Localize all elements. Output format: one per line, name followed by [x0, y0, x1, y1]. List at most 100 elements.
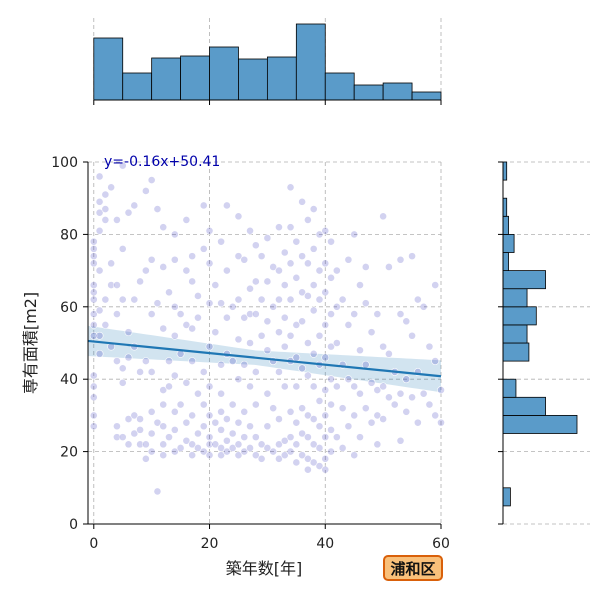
scatter-point	[286, 295, 295, 304]
scatter-point	[89, 244, 98, 253]
scatter-point	[182, 266, 191, 275]
scatter-point	[367, 378, 376, 387]
scatter-point	[396, 436, 405, 445]
scatter-point	[217, 299, 225, 308]
scatter-point	[95, 197, 104, 206]
scatter-point	[141, 440, 150, 449]
scatter-point	[101, 295, 110, 304]
scatter-point	[373, 386, 382, 394]
scatter-point	[350, 411, 359, 420]
scatter-point	[205, 451, 214, 460]
scatter-point	[147, 255, 156, 264]
scatter-point	[286, 223, 295, 232]
top-hist-bar	[209, 46, 239, 101]
scatter-point	[251, 310, 260, 318]
scatter-point	[211, 281, 220, 289]
scatter-point	[292, 418, 301, 427]
scatter-point	[361, 263, 370, 271]
top-hist-bar	[151, 57, 181, 101]
scatter-point	[275, 415, 283, 423]
scatter-point	[211, 418, 220, 427]
scatter-point	[425, 400, 434, 409]
scatter-point	[205, 433, 214, 442]
scatter-point	[89, 393, 98, 402]
scatter-point	[222, 415, 231, 423]
scatter-point	[280, 281, 289, 289]
scatter-point	[176, 444, 185, 452]
scatter-point	[402, 407, 411, 416]
x-tick-label: 40	[316, 536, 334, 552]
scatter-point	[396, 389, 405, 398]
scatter-point	[304, 216, 312, 224]
scatter-point	[280, 342, 289, 351]
right-hist-bar	[502, 161, 508, 181]
scatter-point	[95, 331, 104, 340]
scatter-point	[159, 263, 168, 271]
scatter-point	[228, 400, 237, 409]
scatter-point	[222, 313, 231, 322]
scatter-point	[280, 382, 289, 391]
scatter-point	[234, 418, 243, 427]
scatter-point	[170, 302, 179, 311]
scatter-point	[118, 244, 127, 253]
right-hist-bar	[502, 252, 509, 272]
scatter-point	[309, 415, 318, 423]
scatter-point	[205, 440, 214, 449]
scatter-point	[298, 404, 307, 413]
scatter-point	[321, 259, 330, 268]
scatter-point	[118, 364, 127, 373]
scatter-point	[385, 349, 393, 358]
scatter-point	[153, 205, 162, 213]
scatter-point	[263, 277, 272, 286]
scatter-point	[147, 310, 156, 318]
x-tick-label: 60	[432, 536, 450, 552]
right-hist-bar	[502, 215, 509, 235]
scatter-point	[361, 360, 370, 369]
scatter-point	[332, 302, 341, 311]
scatter-point	[356, 433, 364, 442]
scatter-points	[89, 161, 445, 496]
scatter-point	[269, 404, 278, 413]
scatter-point	[338, 444, 347, 452]
scatter-point	[315, 422, 324, 431]
scatter-point	[304, 259, 312, 268]
scatter-point	[101, 205, 110, 213]
scatter-point	[298, 197, 307, 206]
scatter-point	[257, 454, 266, 463]
right-hist-bar	[502, 324, 528, 344]
scatter-point	[298, 288, 307, 297]
scatter-point	[431, 411, 440, 420]
scatter-point	[251, 433, 260, 442]
scatter-point	[286, 183, 295, 192]
scatter-point	[199, 244, 208, 253]
scatter-point	[257, 295, 266, 304]
scatter-point	[338, 404, 347, 413]
scatter-point	[373, 440, 382, 449]
scatter-point	[356, 389, 364, 398]
scatter-point	[211, 440, 220, 449]
scatter-point	[234, 252, 243, 261]
scatter-point	[246, 339, 254, 347]
scatter-point	[153, 299, 162, 308]
scatter-point	[228, 302, 237, 311]
scatter-point	[263, 346, 272, 355]
scatter-point	[194, 444, 202, 452]
scatter-point	[141, 454, 150, 463]
scatter-point	[170, 255, 179, 264]
scatter-point	[251, 400, 260, 409]
scatter-point	[327, 425, 335, 434]
scatter-point	[89, 331, 98, 340]
top-hist-bar	[238, 58, 268, 101]
scatter-point	[338, 295, 347, 304]
scatter-point	[275, 295, 283, 304]
scatter-point	[170, 407, 179, 416]
scatter-point	[373, 310, 382, 318]
scatter-point	[159, 451, 168, 460]
y-tick-label: 40	[60, 372, 78, 388]
scatter-point	[141, 266, 150, 275]
scatter-point	[182, 320, 191, 329]
scatter-point	[136, 368, 144, 376]
scatter-point	[408, 331, 416, 340]
scatter-point	[118, 378, 127, 387]
scatter-point	[170, 425, 179, 434]
